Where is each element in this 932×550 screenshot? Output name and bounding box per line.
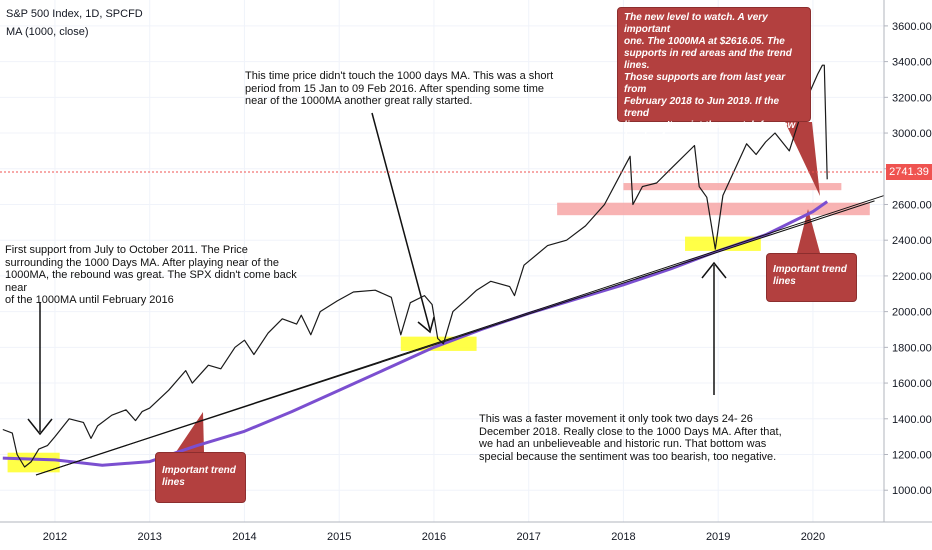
grid	[0, 0, 884, 522]
x-tick-label: 2018	[611, 531, 635, 543]
annotation-2018: This was a faster movement it only took …	[479, 413, 782, 463]
trend-lines	[35, 195, 885, 476]
zones	[7, 183, 870, 473]
x-tick-label: 2019	[706, 531, 730, 543]
pointer-callout-trend-2	[797, 209, 820, 253]
indicator-label: MA (1000, close)	[6, 26, 89, 38]
callout-trend-lines-right: Important trend lines	[766, 253, 857, 302]
y-tick-label: 2400.00	[892, 235, 932, 247]
y-tick-label: 3000.00	[892, 128, 932, 140]
chart-title: S&P 500 Index, 1D, SPCFD	[6, 8, 143, 20]
callout-new-level: The new level to watch. A very important…	[617, 7, 811, 143]
arrow-2011	[27, 302, 53, 436]
price-path	[2, 64, 828, 468]
pointer-callout-level	[785, 122, 820, 196]
y-tick-label: 2600.00	[892, 199, 932, 211]
y-tick-label: 1600.00	[892, 378, 932, 390]
annotation-2016: This time price didn't touch the 1000 da…	[245, 70, 554, 108]
support-zone-1	[557, 202, 870, 216]
callout-trend-lines-left: Important trend lines	[155, 452, 246, 503]
x-tick-label: 2017	[516, 531, 540, 543]
y-tick-label: 1800.00	[892, 342, 932, 354]
x-tick-label: 2012	[43, 531, 67, 543]
y-tick-label: 1000.00	[892, 485, 932, 497]
arrow-2018	[701, 261, 727, 395]
highlight-zone-2	[685, 236, 761, 251]
ma-1000-path	[2, 200, 829, 467]
y-tick-label: 2200.00	[892, 271, 932, 283]
x-tick-label: 2016	[422, 531, 446, 543]
y-tick-label: 3400.00	[892, 57, 932, 69]
y-tick-label: 3200.00	[892, 92, 932, 104]
x-tick-label: 2014	[232, 531, 256, 543]
x-tick-label: 2015	[327, 531, 351, 543]
y-tick-label: 2000.00	[892, 307, 932, 319]
x-axis-ticks: 2012 2013 2014 2015 2016 2017 2018 2019 2020	[43, 531, 825, 543]
trend-line-1	[35, 200, 875, 476]
x-tick-label: 2020	[801, 531, 825, 543]
y-tick-label: 1200.00	[892, 449, 932, 461]
ma-1000-line	[2, 200, 829, 467]
y-tick-label: 3600.00	[892, 21, 932, 33]
y-tick-label: 1400.00	[892, 414, 932, 426]
price-series	[2, 64, 828, 468]
y-axis-ticks: 3600.003400.003200.003000.002800.002600.…	[884, 21, 932, 497]
current-price-label: 2741.39	[886, 164, 932, 180]
arrow-2016	[371, 112, 435, 334]
annotation-2011: First support from July to October 2011.…	[5, 244, 297, 307]
x-tick-label: 2013	[137, 531, 161, 543]
support-zone-0	[623, 183, 842, 191]
